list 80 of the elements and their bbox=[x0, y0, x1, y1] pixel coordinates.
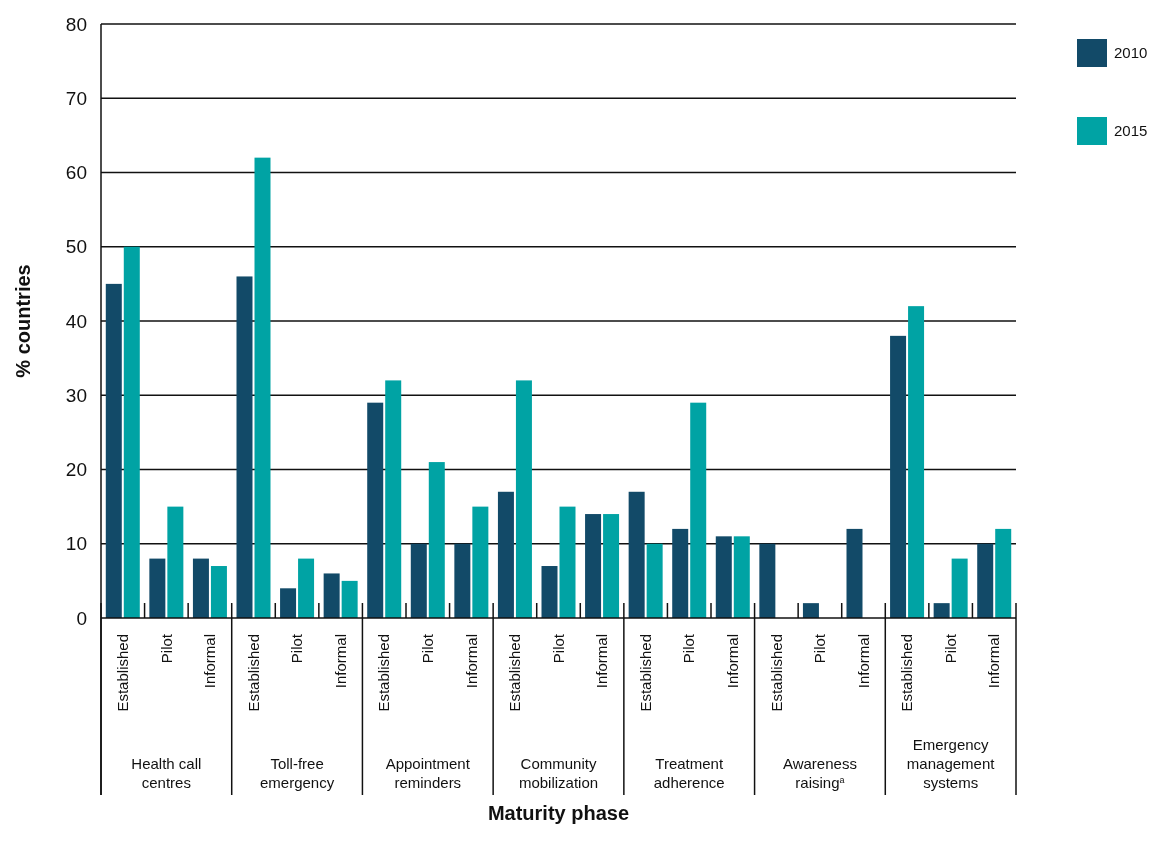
text: Emergency management systems bbox=[906, 736, 996, 791]
text: Toll-free emergency bbox=[259, 755, 335, 791]
bar bbox=[472, 506, 489, 618]
bar bbox=[254, 157, 271, 618]
x-tick-label: Informal bbox=[593, 634, 611, 689]
x-tick-label: Informal bbox=[331, 634, 349, 689]
legend-label: 2015 bbox=[1114, 122, 1148, 139]
bar bbox=[908, 306, 925, 618]
text: Health call centres bbox=[131, 755, 202, 791]
bar bbox=[951, 558, 968, 618]
bar bbox=[890, 335, 907, 618]
x-tick-label: Established bbox=[767, 634, 785, 712]
y-tick-label: 20 bbox=[65, 459, 87, 481]
bar bbox=[585, 514, 602, 618]
x-tick-label: Established bbox=[898, 634, 916, 712]
bar bbox=[236, 276, 253, 618]
bar bbox=[210, 566, 227, 618]
bar bbox=[410, 543, 427, 618]
bar bbox=[933, 603, 950, 618]
y-tick-label: 50 bbox=[65, 236, 87, 258]
x-tick-label: Pilot bbox=[680, 633, 698, 664]
x-tick-label: Pilot bbox=[941, 633, 959, 664]
bar bbox=[105, 283, 122, 618]
bar bbox=[323, 573, 340, 618]
y-tick-label: 60 bbox=[65, 162, 87, 184]
bar bbox=[367, 402, 384, 618]
bar bbox=[733, 536, 750, 618]
x-tick-label: Established bbox=[114, 634, 132, 712]
bar bbox=[515, 380, 532, 618]
y-tick-label: 10 bbox=[65, 533, 87, 555]
text: Treatment adherence bbox=[653, 755, 725, 791]
text: Appointment reminders bbox=[385, 755, 471, 791]
bar bbox=[977, 543, 994, 618]
x-tick-label: Established bbox=[375, 634, 393, 712]
x-tick-label: Informal bbox=[201, 634, 219, 689]
x-tick-label: Informal bbox=[462, 634, 480, 689]
bar bbox=[690, 402, 707, 618]
y-tick-label: 80 bbox=[65, 13, 87, 35]
y-tick-label: 30 bbox=[65, 384, 87, 406]
x-axis-title: Maturity phase bbox=[487, 802, 630, 824]
bar bbox=[559, 506, 576, 618]
y-tick-label: 40 bbox=[65, 310, 87, 332]
bar bbox=[646, 543, 663, 618]
x-tick-label: Informal bbox=[985, 634, 1003, 689]
bar bbox=[995, 528, 1012, 618]
x-tick-label: Established bbox=[636, 634, 654, 712]
legend-label: 2010 bbox=[1114, 44, 1148, 61]
x-tick-label: Established bbox=[506, 634, 524, 712]
x-tick-label: Pilot bbox=[419, 633, 437, 664]
bar bbox=[280, 588, 297, 618]
x-tick-label: Established bbox=[244, 634, 262, 712]
x-tick-label: Pilot bbox=[549, 633, 567, 664]
y-axis-title: % countries bbox=[12, 264, 34, 378]
bar bbox=[298, 558, 315, 618]
text: Awareness raising$^{a}$ bbox=[782, 755, 857, 791]
bar bbox=[603, 514, 620, 618]
text: Community mobilization bbox=[518, 755, 599, 791]
bar bbox=[715, 536, 732, 618]
x-tick-label: Informal bbox=[724, 634, 742, 689]
bar bbox=[428, 462, 445, 618]
bar bbox=[759, 543, 776, 618]
bar bbox=[628, 491, 645, 618]
bar bbox=[846, 528, 863, 618]
bar bbox=[123, 246, 140, 618]
y-tick-label: 0 bbox=[76, 607, 87, 629]
bar bbox=[149, 558, 166, 618]
bar bbox=[385, 380, 402, 618]
bar bbox=[167, 506, 184, 618]
bar bbox=[802, 603, 819, 618]
bar bbox=[454, 543, 471, 618]
x-tick-label: Pilot bbox=[288, 633, 306, 664]
bar bbox=[541, 566, 558, 618]
bar bbox=[497, 491, 514, 618]
y-tick-label: 70 bbox=[65, 87, 87, 109]
x-tick-label: Pilot bbox=[157, 633, 175, 664]
bar bbox=[192, 558, 209, 618]
bar bbox=[672, 528, 689, 618]
bar bbox=[341, 580, 358, 618]
x-tick-label: Informal bbox=[854, 634, 872, 689]
x-tick-label: Pilot bbox=[811, 633, 829, 664]
